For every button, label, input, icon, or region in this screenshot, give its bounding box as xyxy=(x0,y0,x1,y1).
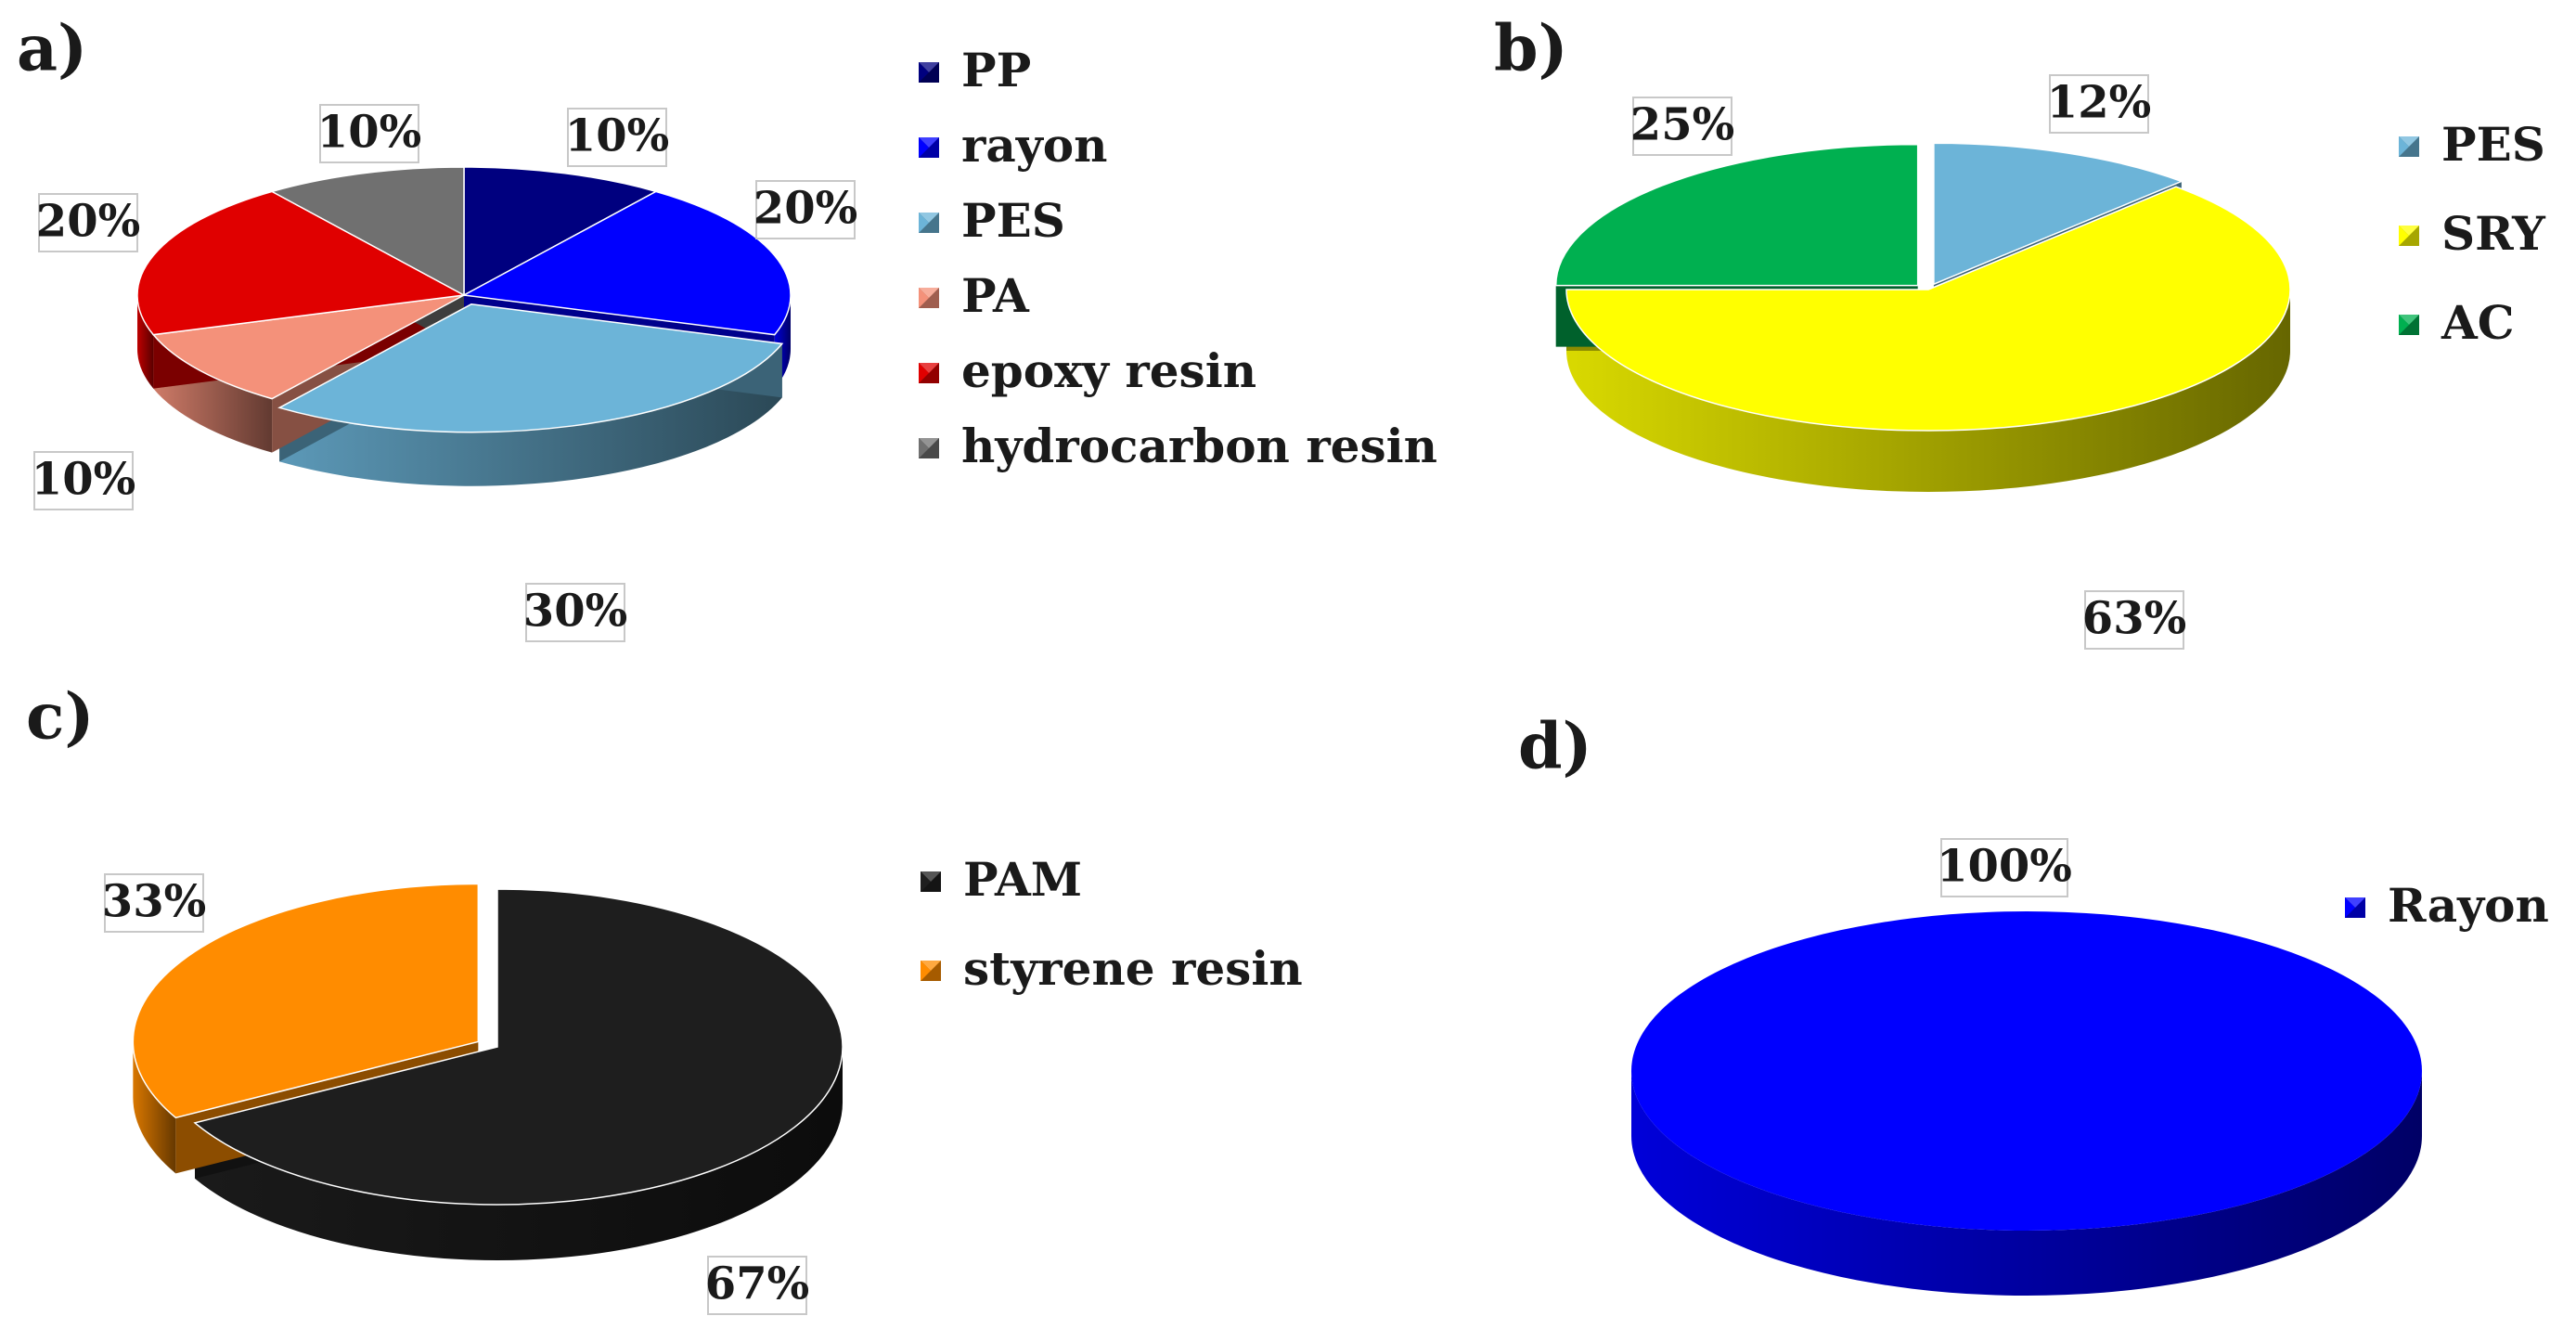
panel-label: c) xyxy=(26,680,95,755)
legend-label: AC xyxy=(2441,295,2515,350)
data-label-pes: 30% xyxy=(523,583,627,642)
data-label-pes: 12% xyxy=(2047,74,2151,134)
slice-ac xyxy=(1554,143,1919,287)
svg-text:10%: 10% xyxy=(565,110,669,162)
chart-c: c) 67% 33% PAM styrene resin xyxy=(26,680,1303,1315)
pie-top-layer xyxy=(132,883,844,1206)
legend-item-pes: PES xyxy=(2399,117,2545,172)
panel-label: b) xyxy=(1494,12,1568,86)
data-label-pa: 10% xyxy=(32,451,135,510)
pie-depth-layer xyxy=(1631,1071,2422,1296)
data-label-pam: 67% xyxy=(705,1256,809,1315)
legend-label: PA xyxy=(961,268,1030,323)
slice-side-rayon xyxy=(1631,1071,2422,1296)
slice-styrene-resin xyxy=(132,883,480,1119)
svg-text:33%: 33% xyxy=(102,876,206,928)
svg-text:12%: 12% xyxy=(2047,77,2151,129)
data-label-styrene-resin: 33% xyxy=(102,873,206,933)
pie-top-layer xyxy=(136,166,792,433)
svg-text:30%: 30% xyxy=(523,586,627,638)
slice-epoxy-resin xyxy=(136,190,467,336)
slice-side-styrene-resin xyxy=(133,1041,176,1174)
data-label-rayon: 100% xyxy=(1937,838,2072,897)
data-label-epoxy-resin: 20% xyxy=(36,193,140,252)
legend-label: rayon xyxy=(961,118,1108,173)
data-label-sry: 63% xyxy=(2082,590,2186,650)
legend-label: Rayon xyxy=(2388,878,2549,933)
data-label-pp: 10% xyxy=(565,108,669,167)
slice-side-pam xyxy=(195,1047,843,1260)
panel-label: d) xyxy=(1518,710,1592,784)
svg-text:20%: 20% xyxy=(753,183,857,235)
chart-b: b) 12% 63% 25% PES SRY AC xyxy=(1494,12,2546,650)
svg-text:63%: 63% xyxy=(2082,593,2186,645)
slice-side-sry xyxy=(1566,290,2290,492)
slice-rayon xyxy=(1631,911,2422,1231)
legend-label: hydrocarbon resin xyxy=(961,419,1437,473)
panel-label: a) xyxy=(17,12,87,86)
legend: Rayon xyxy=(2345,878,2549,933)
slice-hydrocarbon-resin xyxy=(270,166,465,297)
legend-label: styrene resin xyxy=(963,941,1303,996)
legend: PAM styrene resin xyxy=(921,852,1303,996)
legend-label: PES xyxy=(2441,117,2545,172)
slice-pes xyxy=(277,303,784,433)
legend-label: PP xyxy=(961,43,1031,97)
chart-d: d) 100% Rayon xyxy=(1518,710,2549,1296)
legend-item-pes: PES xyxy=(919,193,1065,248)
svg-text:100%: 100% xyxy=(1937,841,2072,893)
legend: PES SRY AC xyxy=(2399,117,2546,350)
legend-item-pp: PP xyxy=(919,43,1031,97)
legend-label: epoxy resin xyxy=(961,343,1256,398)
slice-pp xyxy=(463,166,658,297)
pie-top-layer xyxy=(1554,142,2291,432)
legend-item-epoxy-resin: epoxy resin xyxy=(919,343,1256,398)
legend-item-ac: AC xyxy=(2399,295,2515,350)
legend-item-styrene-resin: styrene resin xyxy=(921,941,1303,996)
svg-text:25%: 25% xyxy=(1630,99,1734,151)
slice-side-epoxy-resin xyxy=(137,295,154,389)
svg-text:67%: 67% xyxy=(705,1258,809,1310)
legend-item-pa: PA xyxy=(919,268,1030,323)
svg-text:20%: 20% xyxy=(36,196,140,248)
legend-item-rayon: Rayon xyxy=(2345,878,2549,933)
slice-pam xyxy=(193,888,844,1206)
legend-label: PES xyxy=(961,193,1065,248)
slice-side-pes xyxy=(279,343,782,486)
slice-sry xyxy=(1565,186,2291,432)
pie-top-layer xyxy=(1631,911,2422,1231)
legend-item-pam: PAM xyxy=(921,852,1082,907)
svg-text:10%: 10% xyxy=(32,454,135,506)
slice-pa xyxy=(151,294,465,400)
data-label-hydrocarbon-resin: 10% xyxy=(317,104,421,163)
svg-text:10%: 10% xyxy=(317,107,421,159)
legend-item-sry: SRY xyxy=(2399,206,2546,261)
legend-label: SRY xyxy=(2441,206,2546,261)
legend-label: PAM xyxy=(963,852,1082,907)
legend-item-hydrocarbon-resin: hydrocarbon resin xyxy=(919,419,1437,473)
legend: PP rayon PES PA epoxy resin hydrocarbon resin xyxy=(919,43,1437,473)
data-label-ac: 25% xyxy=(1630,97,1734,156)
slice-pes xyxy=(1933,142,2183,286)
data-label-rayon: 20% xyxy=(753,180,857,239)
legend-item-rayon: rayon xyxy=(919,118,1108,173)
slice-rayon xyxy=(461,190,792,336)
chart-a: a) 10% 20% 30% 10% 20% 10% PP rayon PES PA epoxy re… xyxy=(17,12,1437,642)
